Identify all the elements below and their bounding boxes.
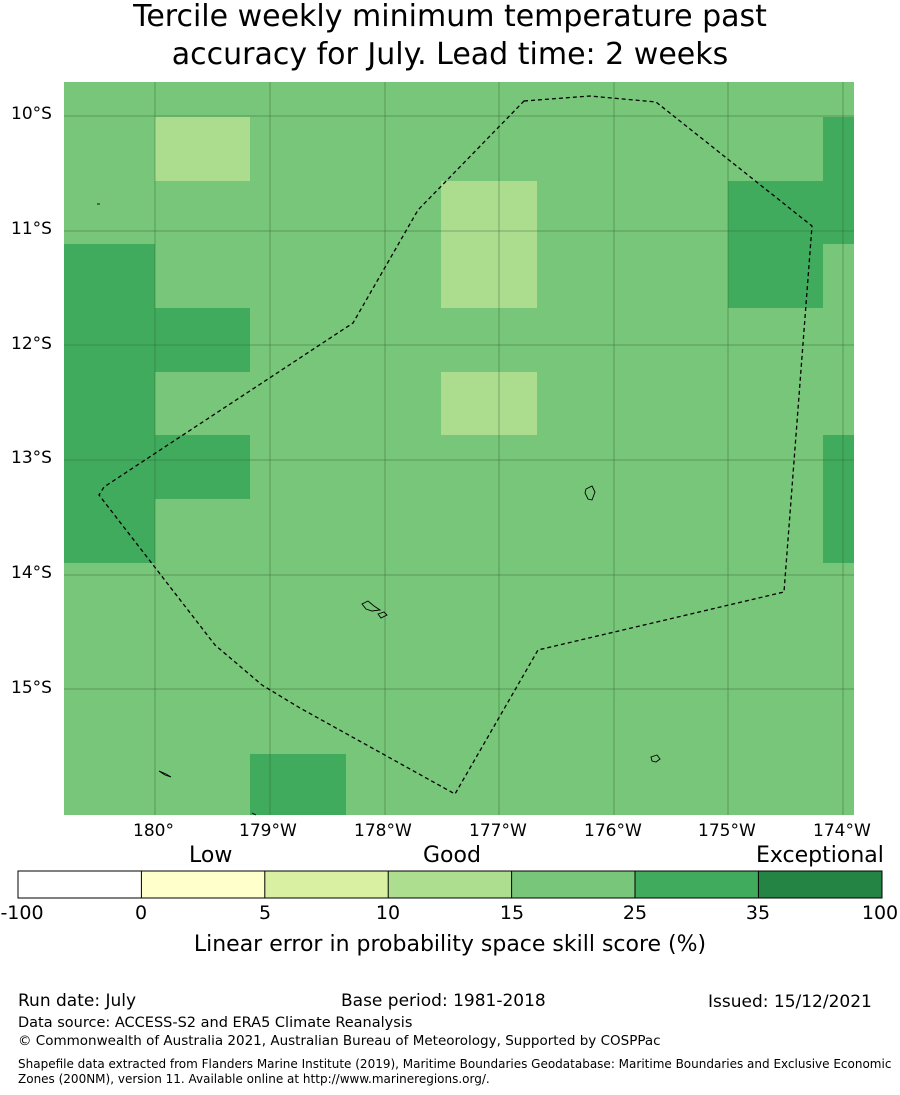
colorbar-tick: 100 [861,902,899,924]
colorbar-tick: -100 [0,902,44,924]
colorbar-seg-3 [264,871,389,898]
island-east [650,754,661,763]
lon-label-177w: 177°W [469,821,527,841]
eez-boundary [98,95,813,795]
colorbar-label-good: Good [423,843,481,868]
colorbar-tick: 35 [745,902,771,924]
colorbar-axis-label: Linear error in probability space skill … [193,932,707,957]
colorbar-tick: 10 [375,902,401,924]
copyright: © Commonwealth of Australia 2021, Austra… [18,1033,661,1049]
cell-light-3 [441,372,537,435]
issued-date: Issued: 15/12/2021 [708,992,872,1012]
cell-dark-2 [155,308,250,372]
lon-label-176w: 176°W [584,821,642,841]
island-nukulaelae [584,485,596,501]
island-south-edge [251,812,257,816]
cell-dark-7 [250,754,346,815]
island-outlines [97,203,661,816]
lat-label-13s: 13°S [11,448,52,468]
colorbar-seg-2 [141,871,265,898]
colorbar-seg-6 [635,871,759,898]
gridlines [64,82,854,815]
island-funafuti-2 [377,611,388,619]
cell-dark-4 [728,181,823,308]
lon-label-180: 180° [133,821,174,841]
colorbar-seg-4 [388,871,512,898]
colorbar-tick: 5 [258,902,272,924]
island-southwest [158,770,172,778]
cell-dark-1 [64,244,155,563]
cell-dark-6 [823,435,854,563]
lat-label-11s: 11°S [11,219,52,239]
shapefile-credit: Shapefile data extracted from Flanders M… [18,1057,892,1086]
cell-light-1 [155,117,250,181]
colorbar [17,870,883,899]
map-title-line2: accuracy for July. Lead time: 2 weeks [171,37,729,72]
cell-light-2 [441,181,537,308]
base-period: Base period: 1981-2018 [341,991,546,1011]
lon-label-174w: 174°W [813,821,871,841]
lon-label-178w: 178°W [354,821,412,841]
colorbar-tick: 25 [622,902,648,924]
cell-dark-5 [823,117,854,244]
colorbar-label-exceptional: Exceptional [756,843,884,868]
lat-label-14s: 14°S [11,563,52,583]
lat-label-12s: 12°S [11,334,52,354]
colorbar-seg-7 [758,871,882,898]
colorbar-seg-5 [511,871,635,898]
colorbar-label-low: Low [189,843,233,868]
lat-label-15s: 15°S [11,678,52,698]
map-title-line1: Tercile weekly minimum temperature past [133,0,767,34]
data-source: Data source: ACCESS-S2 and ERA5 Climate … [18,1015,413,1031]
lon-label-179w: 179°W [239,821,297,841]
colorbar-tick: 0 [134,902,148,924]
colorbar-tick: 15 [499,902,525,924]
lon-label-175w: 175°W [698,821,756,841]
island-funafuti [361,600,382,612]
run-date: Run date: July [18,991,137,1011]
colorbar-seg-1 [18,871,142,898]
cell-dark-3 [155,435,250,499]
lat-label-10s: 10°S [11,104,52,124]
